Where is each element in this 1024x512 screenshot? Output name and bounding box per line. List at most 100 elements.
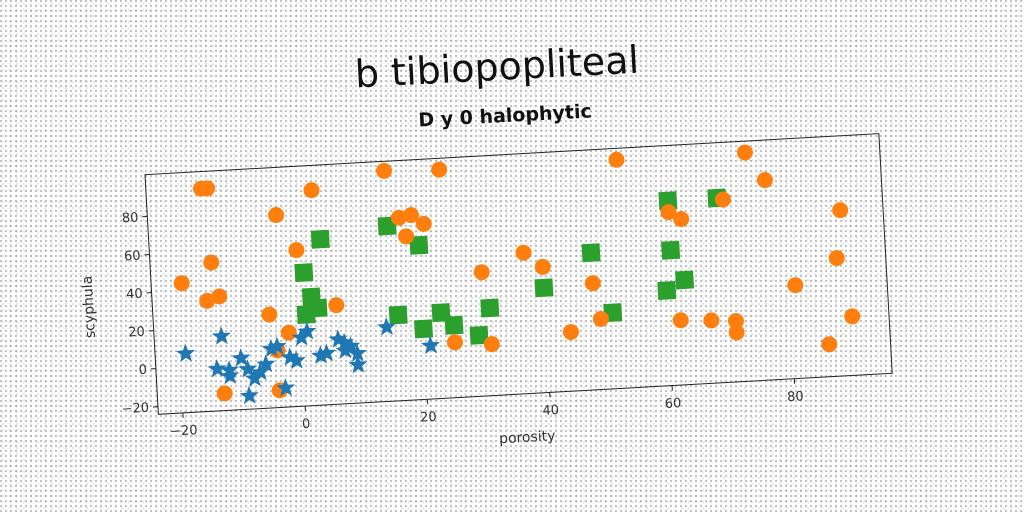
scatter-point-square	[296, 304, 316, 324]
scatter-point-star	[220, 365, 240, 385]
scatter-point-star	[348, 354, 368, 374]
scatter-point-circle	[672, 312, 689, 329]
scatter-point-circle	[787, 277, 804, 294]
scatter-point-square	[388, 305, 408, 325]
scatter-point-square	[310, 229, 330, 249]
chart-subtitle: D y 0 halophytic	[418, 100, 592, 131]
scatter-point-circle	[584, 275, 601, 292]
scatter-point-square	[414, 319, 434, 339]
scatter-point-circle	[415, 215, 432, 232]
scatter-point-circle	[756, 172, 773, 189]
scatter-point-circle	[727, 312, 744, 329]
scatter-point-circle	[592, 310, 609, 327]
scatter-point-star	[317, 343, 337, 362]
scatter-point-circle	[328, 297, 345, 314]
scatter-point-circle	[280, 324, 297, 341]
scatter-point-star	[267, 336, 287, 356]
scatter-point-star	[286, 350, 306, 370]
scatter-point-circle	[844, 308, 861, 325]
plot-area: −20 0 20 40 60 80 −20 0 20 40 60 80 porosity scyphu…	[80, 133, 893, 447]
scatter-point-circle	[736, 144, 753, 161]
scatter-point-circle	[403, 207, 420, 224]
scatter-point-circle	[211, 288, 228, 305]
scatter-point-star	[239, 385, 259, 405]
scatter-point-circle	[288, 242, 305, 259]
y-tick-label: 0	[138, 363, 147, 378]
scatter-point-circle	[828, 250, 845, 267]
x-tick-label: 40	[542, 403, 559, 419]
scatter-point-circle	[703, 312, 720, 329]
scatter-point-square	[469, 325, 489, 345]
scatter-point-circle	[473, 264, 490, 281]
scatter-point-star	[291, 327, 311, 347]
scatter-point-circle	[376, 162, 393, 179]
scatter-point-circle	[216, 385, 233, 402]
y-tick-label: 60	[124, 249, 141, 265]
scatter-point-star	[219, 360, 239, 379]
scatter-point-circle	[715, 191, 732, 208]
scatter-point-circle	[173, 275, 190, 292]
scatter-point-star	[420, 335, 440, 355]
scatter-point-star	[276, 378, 296, 397]
scatter-point-star	[244, 368, 264, 387]
scatter-point-circle	[728, 324, 745, 341]
scatter-point-circle	[832, 202, 849, 219]
scatter-point-star	[297, 321, 317, 340]
y-tick-label: 40	[126, 287, 143, 303]
scatter-point-star	[211, 326, 231, 345]
scatter-point-circle	[199, 180, 216, 197]
y-tick-label: 20	[128, 325, 145, 341]
scatter-point-star	[175, 343, 195, 363]
x-tick-label: 60	[664, 396, 681, 412]
scatter-point-circle	[821, 336, 838, 353]
axis-ticks: −20 0 20 40 60 80 −20 0 20 40 60 80	[121, 211, 804, 440]
chart-title: b tibiopopliteal	[354, 38, 640, 97]
scatter-point-circle	[534, 258, 551, 275]
scatter-point-star	[256, 354, 276, 373]
x-tick-label: 20	[420, 410, 437, 426]
scatter-point-star	[250, 362, 270, 381]
scatter-point-square	[661, 240, 681, 260]
scatter-point-circle	[261, 306, 278, 323]
scatter-point-circle	[203, 254, 220, 271]
y-tick-label: 80	[121, 211, 138, 227]
scatter-point-circle	[390, 209, 407, 226]
scatter-point-square	[480, 298, 500, 318]
x-tick-label: 80	[787, 389, 804, 405]
scatter-point-circle	[608, 151, 625, 168]
scatter-point-circle	[303, 182, 320, 199]
scatter-point-star	[231, 348, 251, 367]
scatter-point-circle	[268, 207, 285, 224]
scatter-point-circle	[199, 292, 216, 309]
scatter-marks	[173, 144, 861, 405]
scatter-point-square	[294, 263, 314, 283]
scatter-point-star	[261, 338, 281, 358]
scatter-point-square	[409, 235, 429, 255]
scatter-point-circle	[398, 228, 415, 245]
scatter-point-square	[675, 270, 695, 290]
y-tick-label: −20	[121, 401, 149, 418]
scatter-point-star	[335, 340, 355, 359]
scatter-point-square	[657, 280, 677, 300]
scatter-point-circle	[515, 244, 532, 261]
scatter-point-circle	[431, 161, 448, 178]
scatter-point-square	[444, 315, 464, 335]
scatter-point-star	[311, 345, 331, 365]
y-axis-label: scyphula	[80, 275, 99, 338]
scatter-point-star	[376, 317, 396, 336]
x-tick-label: −20	[170, 423, 198, 440]
scatter-point-square	[581, 243, 601, 263]
scatter-point-star	[347, 343, 367, 362]
scatter-point-circle	[660, 204, 677, 221]
scatter-point-circle	[446, 334, 463, 351]
scatter-point-circle	[483, 336, 500, 353]
scatter-point-star	[238, 359, 258, 378]
x-tick-label: 0	[302, 417, 311, 432]
scatter-point-circle	[673, 211, 690, 228]
plot-frame	[144, 133, 893, 415]
scatter-point-square	[534, 278, 554, 298]
scatter-point-star	[207, 359, 227, 378]
scatter-point-circle	[562, 324, 579, 341]
x-axis-label: porosity	[499, 428, 556, 447]
